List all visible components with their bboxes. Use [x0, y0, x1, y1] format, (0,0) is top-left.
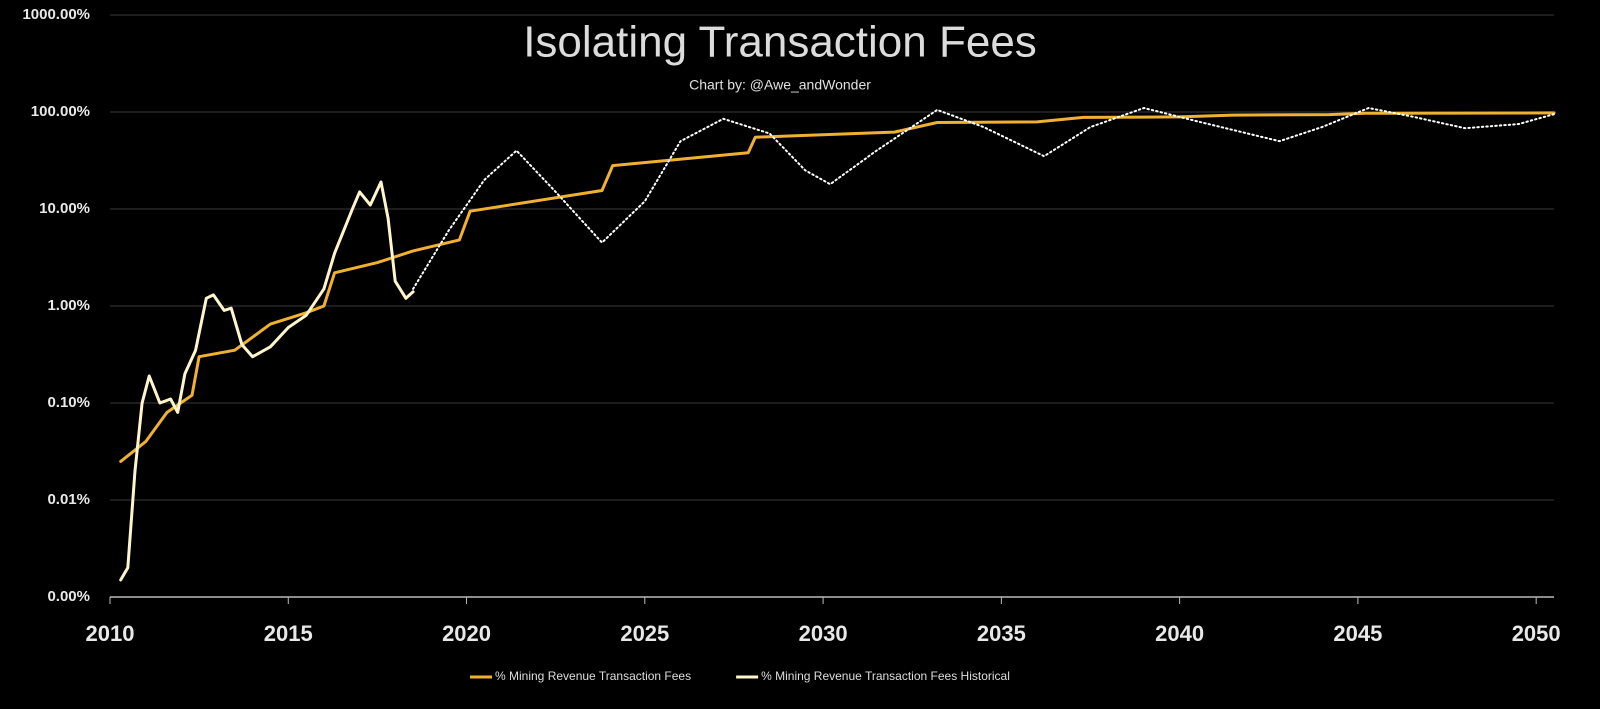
x-tick-label: 2030	[799, 621, 848, 646]
chart-title: Isolating Transaction Fees	[523, 18, 1037, 67]
legend-label: % Mining Revenue Transaction Fees	[495, 669, 691, 683]
y-tick-label: 100.00%	[31, 103, 90, 120]
y-tick-label: 0.10%	[47, 394, 90, 411]
data-line	[412, 107, 1555, 290]
x-tick-label: 2045	[1333, 621, 1382, 646]
x-tick-label: 2040	[1155, 621, 1204, 646]
data-line	[119, 180, 415, 582]
data-line	[119, 111, 1556, 463]
x-tick-label: 2035	[977, 621, 1026, 646]
x-tick-label: 2020	[442, 621, 491, 646]
x-tick-label: 2025	[620, 621, 669, 646]
x-tick-label: 2050	[1512, 621, 1561, 646]
chart-subtitle: Chart by: @Awe_andWonder	[689, 77, 871, 93]
y-tick-label: 1000.00%	[22, 6, 90, 23]
legend-label: % Mining Revenue Transaction Fees Histor…	[761, 669, 1010, 683]
x-tick-label: 2010	[86, 621, 135, 646]
y-tick-label: 0.01%	[47, 491, 90, 508]
y-tick-label: 0.00%	[47, 588, 90, 605]
y-tick-label: 1.00%	[47, 297, 90, 314]
y-tick-label: 10.00%	[39, 200, 90, 217]
x-tick-label: 2015	[264, 621, 313, 646]
